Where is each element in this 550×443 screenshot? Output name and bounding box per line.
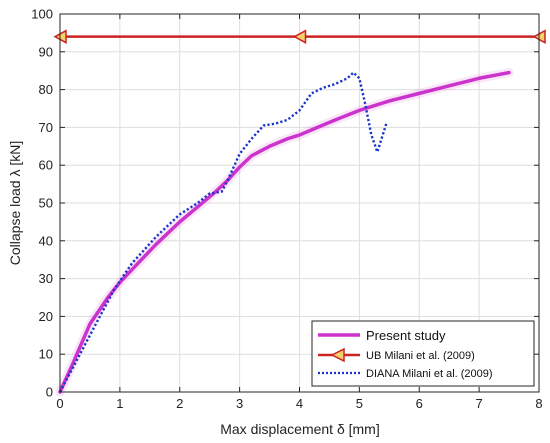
axis-ticks — [59, 13, 540, 393]
y-tick-labels: 0 10 20 30 40 50 60 70 80 90 100 — [31, 7, 53, 400]
series-present-study — [58, 70, 511, 394]
legend-label-diana-milani: DIANA Milani et al. (2009) — [366, 368, 493, 380]
x-axis-label: Max displacement δ [mm] — [220, 421, 380, 437]
legend-label-present-study: Present study — [366, 328, 446, 343]
x-tick-label: 2 — [176, 396, 183, 411]
x-tick-label: 1 — [116, 396, 123, 411]
y-tick-label: 90 — [39, 44, 53, 59]
x-tick-label: 8 — [535, 396, 542, 411]
legend-label-ub-milani: UB Milani et al. (2009) — [366, 350, 475, 362]
x-tick-label: 0 — [56, 396, 63, 411]
y-tick-label: 10 — [39, 347, 53, 362]
y-tick-label: 50 — [39, 196, 53, 211]
y-axis-label: Collapse load λ [kN] — [7, 141, 23, 266]
legend-marker-ub-milani — [330, 347, 345, 363]
y-tick-label: 0 — [46, 385, 53, 400]
x-tick-label: 4 — [296, 396, 303, 411]
legend: Present study UB Milani et al. (2009) DI… — [311, 320, 535, 387]
series-diana-milani — [58, 71, 388, 393]
y-tick-label: 20 — [39, 309, 53, 324]
y-tick-label: 70 — [39, 120, 53, 135]
legend-box — [311, 320, 535, 387]
y-tick-label: 30 — [39, 271, 53, 286]
y-tick-label: 100 — [31, 7, 53, 22]
x-tick-label: 3 — [236, 396, 243, 411]
y-tick-label: 80 — [39, 82, 53, 97]
y-tick-label: 40 — [39, 233, 53, 248]
y-tick-label: 60 — [39, 158, 53, 173]
x-tick-label: 7 — [476, 396, 483, 411]
series-layer — [53, 29, 546, 397]
x-tick-labels: 0 1 2 3 4 5 6 7 8 — [56, 396, 542, 411]
ub-milani-marker — [292, 29, 307, 44]
x-tick-label: 6 — [416, 396, 423, 411]
x-tick-label: 5 — [356, 396, 363, 411]
